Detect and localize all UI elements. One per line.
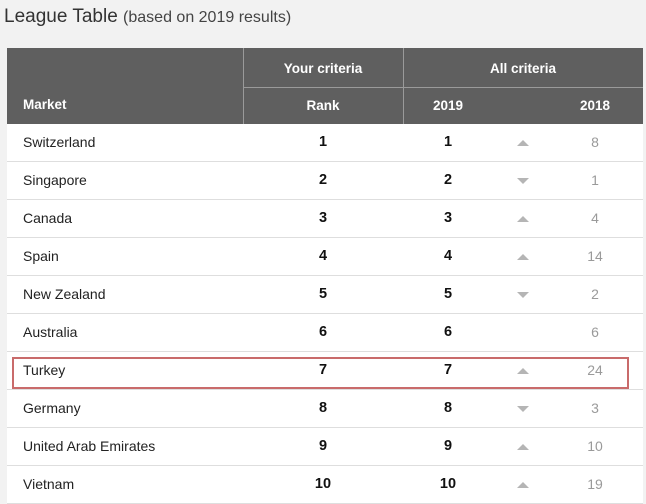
cell-your-rank: 8 <box>318 400 328 416</box>
cell-rank-2018: 3 <box>591 400 599 416</box>
cell-rank-2018: 1 <box>591 172 599 188</box>
arrow-down-icon <box>517 292 529 299</box>
cell-rank-2018: 2 <box>591 286 599 302</box>
header-your-criteria: Your criteria <box>283 61 363 76</box>
page-title: League Table (based on 2019 results) <box>4 6 291 28</box>
cell-your-rank: 7 <box>318 362 328 378</box>
cell-your-rank: 1 <box>318 134 328 150</box>
arrow-up-icon <box>517 254 529 261</box>
arrow-up-icon <box>517 216 529 223</box>
header-divider <box>243 48 244 124</box>
table-body: Switzerland 1 1 8 Singapore 2 2 1 Canada 3 3 4 Spain… <box>7 124 643 504</box>
arrow-down-icon <box>517 178 529 185</box>
table-row: Turkey 7 7 24 <box>7 352 643 390</box>
cell-rank-2019: 3 <box>443 210 453 226</box>
cell-market: Vietnam <box>23 476 75 492</box>
cell-market: Turkey <box>23 362 66 378</box>
cell-trend <box>512 466 534 503</box>
cell-rank-2018: 8 <box>591 134 599 150</box>
header-market: Market <box>23 97 67 112</box>
header-divider <box>243 87 643 88</box>
cell-your-rank: 3 <box>318 210 328 226</box>
cell-trend <box>512 238 534 275</box>
cell-rank-2019: 4 <box>443 248 453 264</box>
table-row: United Arab Emirates 9 9 10 <box>7 428 643 466</box>
cell-trend <box>512 200 534 237</box>
cell-market: Switzerland <box>23 134 96 150</box>
cell-your-rank: 2 <box>318 172 328 188</box>
cell-market: United Arab Emirates <box>23 438 156 454</box>
table-row: Australia 6 6 6 <box>7 314 643 352</box>
table-row: New Zealand 5 5 2 <box>7 276 643 314</box>
table-row: Spain 4 4 14 <box>7 238 643 276</box>
arrow-up-icon <box>517 482 529 489</box>
arrow-up-icon <box>517 140 529 147</box>
cell-trend <box>512 352 534 389</box>
cell-rank-2019: 8 <box>443 400 453 416</box>
header-all-criteria: All criteria <box>489 61 557 76</box>
cell-rank-2019: 10 <box>439 476 457 492</box>
cell-trend <box>512 276 534 313</box>
cell-trend <box>512 124 534 161</box>
header-2018: 2018 <box>579 98 611 113</box>
cell-your-rank: 5 <box>318 286 328 302</box>
cell-market: Singapore <box>23 172 87 188</box>
header-divider <box>403 48 404 124</box>
cell-rank-2018: 24 <box>587 362 603 378</box>
cell-rank-2019: 6 <box>443 324 453 340</box>
cell-rank-2019: 5 <box>443 286 453 302</box>
cell-market: Spain <box>23 248 59 264</box>
header-rank: Rank <box>306 98 340 113</box>
title-text: League Table <box>4 6 118 27</box>
cell-your-rank: 4 <box>318 248 328 264</box>
cell-trend <box>512 428 534 465</box>
cell-rank-2019: 2 <box>443 172 453 188</box>
arrow-up-icon <box>517 368 529 375</box>
cell-market: Australia <box>23 324 78 340</box>
title-subtitle: (based on 2019 results) <box>123 9 292 26</box>
table-row: Germany 8 8 3 <box>7 390 643 428</box>
cell-rank-2019: 7 <box>443 362 453 378</box>
cell-rank-2018: 4 <box>591 210 599 226</box>
cell-rank-2018: 6 <box>591 324 599 340</box>
arrow-down-icon <box>517 406 529 413</box>
header-2019: 2019 <box>432 98 464 113</box>
cell-market: New Zealand <box>23 286 106 302</box>
table-row: Vietnam 10 10 19 <box>7 466 643 504</box>
table-header: Market Your criteria All criteria Rank 2… <box>7 48 643 124</box>
cell-rank-2018: 14 <box>587 248 603 264</box>
cell-rank-2019: 9 <box>443 438 453 454</box>
cell-trend <box>512 314 534 351</box>
table-row: Switzerland 1 1 8 <box>7 124 643 162</box>
cell-your-rank: 9 <box>318 438 328 454</box>
cell-your-rank: 10 <box>314 476 332 492</box>
cell-market: Canada <box>23 210 73 226</box>
league-table: Market Your criteria All criteria Rank 2… <box>7 48 643 504</box>
cell-trend <box>512 162 534 199</box>
arrow-up-icon <box>517 444 529 451</box>
table-row: Canada 3 3 4 <box>7 200 643 238</box>
cell-rank-2018: 19 <box>587 476 603 492</box>
table-row: Singapore 2 2 1 <box>7 162 643 200</box>
cell-trend <box>512 390 534 427</box>
cell-your-rank: 6 <box>318 324 328 340</box>
cell-rank-2019: 1 <box>443 134 453 150</box>
cell-market: Germany <box>23 400 81 416</box>
cell-rank-2018: 10 <box>587 438 603 454</box>
